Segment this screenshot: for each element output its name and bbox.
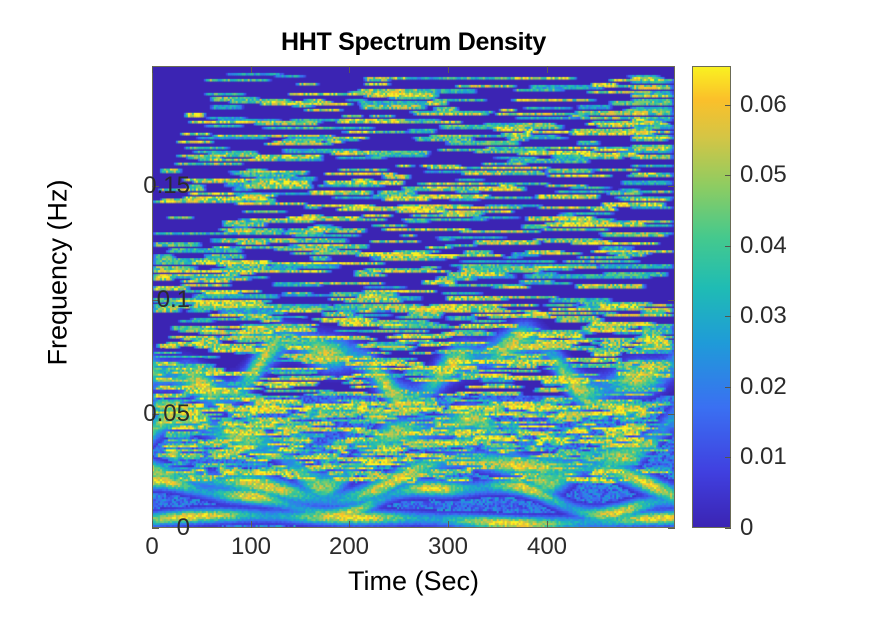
colorbar-tick [725,105,731,106]
colorbar-tick-label: 0.03 [740,302,787,329]
y-tick [152,414,159,415]
x-axis-label: Time (Sec) [347,566,479,596]
y-tick-label: 0.15 [143,172,190,199]
x-tick [152,521,153,528]
x-tick-label: 300 [427,533,469,560]
y-tick-right [668,300,675,301]
y-tick-right [668,414,675,415]
colorbar-tick-label: 0.04 [740,232,787,259]
y-tick-right [668,528,675,529]
y-tick [152,300,159,301]
hht-spectrogram-heatmap [153,67,674,527]
chart-title: HHT Spectrum Density [281,28,546,56]
x-tick-top [448,66,449,73]
colorbar [692,66,731,528]
colorbar-tick [725,175,731,176]
colorbar-tick-label: 0 [740,514,754,541]
colorbar-tick [725,246,731,247]
colorbar-tick-label: 0.06 [740,91,787,118]
colorbar-tick [725,457,731,458]
x-tick [448,521,449,528]
x-tick-label: 400 [526,533,568,560]
colorbar-tick-label: 0.01 [740,443,787,470]
colorbar-tick [725,316,731,317]
x-tick [349,521,350,528]
x-tick [251,521,252,528]
x-tick [547,521,548,528]
y-tick-label: 0.1 [156,286,190,313]
x-tick-top [152,66,153,73]
plot-area [152,66,675,528]
colorbar-tick-label: 0.05 [740,161,787,188]
x-tick-top [349,66,350,73]
colorbar-tick-label: 0.02 [740,373,787,400]
y-tick [152,186,159,187]
x-tick-top [251,66,252,73]
y-axis-label: Frequency (Hz) [42,179,73,366]
y-tick-label: 0 [176,514,190,541]
x-tick-label: 200 [328,533,370,560]
y-tick-label: 0.05 [143,400,190,427]
x-tick-top [547,66,548,73]
x-tick-label: 0 [145,533,159,560]
x-tick-label: 100 [230,533,272,560]
y-tick [152,528,159,529]
colorbar-gradient [693,67,730,527]
colorbar-tick [725,528,731,529]
y-tick-right [668,186,675,187]
colorbar-tick [725,387,731,388]
